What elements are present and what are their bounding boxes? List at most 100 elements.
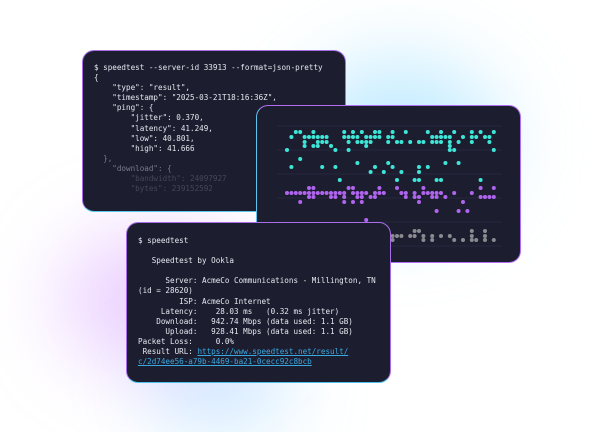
- gray-dot: [483, 238, 487, 242]
- cyan-dot: [364, 140, 369, 144]
- cyan-dot: [381, 170, 386, 174]
- purple-dot: [491, 186, 496, 190]
- gray-dot: [461, 238, 465, 242]
- terminal-line: {: [94, 73, 99, 83]
- gray-dot: [412, 234, 417, 238]
- cyan-dot: [302, 135, 307, 139]
- cyan-dot: [395, 140, 399, 144]
- cyan-dot: [417, 165, 421, 169]
- cyan-dot: [315, 144, 320, 148]
- purple-dot: [381, 191, 386, 195]
- cyan-dot: [329, 144, 333, 148]
- cyan-dot: [443, 161, 448, 165]
- purple-dot: [329, 195, 333, 199]
- cyan-dot: [315, 135, 320, 139]
- cyan-dot: [302, 140, 307, 144]
- gray-dot: [430, 234, 435, 238]
- cyan-dot: [417, 178, 421, 182]
- terminal-line: Speedtest by Ookla: [138, 256, 235, 266]
- cyan-dot: [373, 165, 377, 169]
- purple-dot: [359, 195, 364, 199]
- purple-dot: [298, 191, 303, 195]
- purple-dot: [465, 209, 470, 213]
- purple-dot: [333, 195, 338, 199]
- gray-dot: [447, 234, 452, 238]
- cyan-dot: [403, 130, 408, 134]
- cyan-dot: [307, 135, 311, 139]
- purple-dot: [289, 191, 294, 195]
- cyan-dot: [342, 135, 347, 139]
- cyan-dot: [355, 140, 360, 144]
- cyan-dot: [456, 140, 461, 144]
- terminal-line: ISP: AcmeCo Internet: [138, 296, 271, 306]
- gray-dot: [474, 238, 479, 242]
- cyan-dot: [447, 148, 452, 152]
- cyan-dot: [298, 130, 303, 134]
- cyan-dot: [359, 130, 364, 134]
- purple-dot: [373, 191, 377, 195]
- purple-dot: [395, 186, 399, 190]
- cyan-dot: [355, 135, 360, 139]
- cyan-dot: [399, 140, 404, 144]
- cyan-dot: [346, 148, 351, 152]
- purple-dot: [417, 200, 421, 204]
- gray-dot: [452, 238, 457, 242]
- result-url-link-continued[interactable]: c/2d74ee56-a79b-4469-ba21-0cecc92c8bcb: [138, 357, 312, 367]
- gray-dot: [469, 234, 474, 238]
- cyan-dot: [320, 135, 325, 139]
- cyan-dot: [386, 140, 391, 144]
- purple-dot: [307, 186, 311, 190]
- purple-dot: [443, 195, 448, 199]
- dot-chart: [277, 125, 502, 247]
- purple-dot: [434, 191, 439, 195]
- cyan-dot: [359, 140, 364, 144]
- terminal-line: (id = 28620): [138, 286, 193, 296]
- terminal-line: $ speedtest: [138, 236, 189, 245]
- purple-dot: [342, 200, 347, 204]
- result-url-link[interactable]: https://www.speedtest.net/result/: [197, 347, 349, 357]
- cyan-dot: [439, 135, 443, 139]
- cyan-dot: [333, 165, 338, 169]
- cyan-dot: [478, 130, 483, 134]
- cyan-dot: [439, 178, 443, 182]
- cyan-dot: [469, 135, 474, 139]
- cyan-dot: [390, 165, 395, 169]
- terminal-line: "ping": {: [94, 103, 154, 113]
- purple-dot: [298, 200, 303, 204]
- cyan-dot: [395, 178, 399, 182]
- cyan-dot: [324, 140, 329, 144]
- terminal-line: [138, 266, 376, 276]
- purple-dot: [430, 195, 435, 199]
- cyan-dot: [469, 140, 474, 144]
- gray-dot: [421, 238, 426, 242]
- cyan-dot: [289, 135, 294, 139]
- cyan-dot: [412, 178, 417, 182]
- purple-dot: [430, 191, 435, 195]
- purple-dot: [478, 195, 483, 199]
- purple-dot: [417, 195, 421, 199]
- text-terminal-window: $ speedtest Speedtest by Ookla Server: A…: [126, 222, 391, 383]
- purple-dot: [425, 191, 430, 195]
- purple-dot: [421, 186, 426, 190]
- purple-dot: [293, 191, 298, 195]
- cyan-dot: [368, 140, 373, 144]
- cyan-dot: [351, 130, 355, 134]
- cyan-dot: [483, 135, 487, 139]
- terminal-line: Upload: 928.41 Mbps (data used: 1.1 GB): [138, 326, 353, 336]
- gray-dot: [390, 234, 395, 238]
- purple-dot: [324, 191, 329, 195]
- purple-dot: [399, 191, 404, 195]
- purple-dot: [315, 191, 320, 195]
- purple-dot: [307, 195, 311, 199]
- gray-dot: [469, 238, 474, 242]
- purple-dot: [311, 195, 316, 199]
- cyan-dot: [320, 165, 325, 169]
- cyan-dot: [342, 130, 347, 134]
- purple-dot: [478, 186, 483, 190]
- purple-dot: [346, 186, 351, 190]
- cyan-dot: [439, 130, 443, 134]
- terminal-line: "high": 41.666: [94, 143, 195, 153]
- text-terminal-output: $ speedtest Speedtest by Ookla Server: A…: [138, 236, 376, 367]
- cyan-dot: [474, 135, 479, 139]
- purple-dot: [439, 191, 443, 195]
